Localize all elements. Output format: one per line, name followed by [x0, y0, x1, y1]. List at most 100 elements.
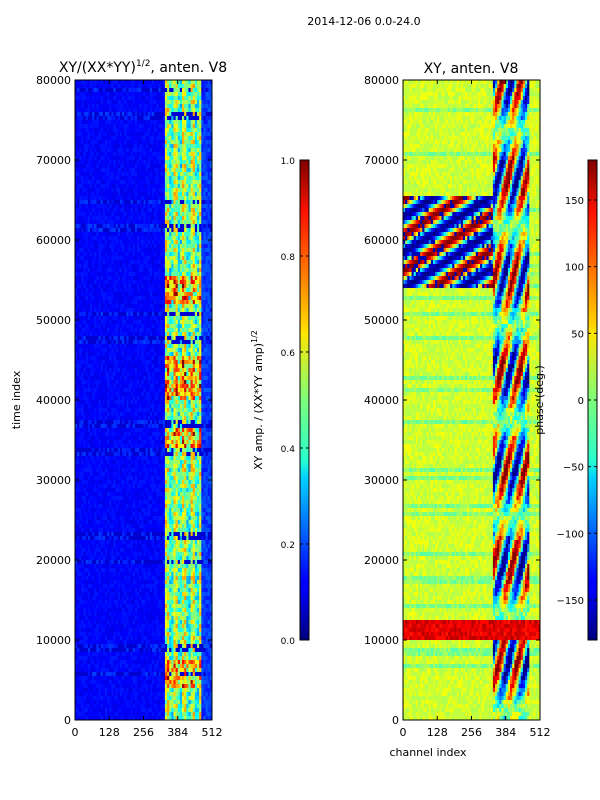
heatmap-cell: [109, 196, 112, 201]
heatmap-cell: [179, 180, 183, 185]
heatmap-cell: [104, 144, 108, 149]
heatmap-cell: [179, 92, 183, 97]
heatmap-cell: [182, 360, 185, 365]
heatmap-cell: [115, 268, 119, 273]
heatmap-cell: [154, 156, 157, 161]
heatmap-cell: [186, 128, 189, 133]
heatmap-cell: [117, 232, 121, 237]
heatmap-cell: [158, 124, 161, 129]
heatmap-cell: [152, 272, 155, 277]
heatmap-cell: [98, 140, 101, 145]
heatmap-cell: [77, 292, 80, 297]
heatmap-cell: [182, 128, 185, 133]
heatmap-cell: [205, 316, 209, 321]
heatmap-cell: [87, 288, 91, 293]
heatmap-cell: [154, 316, 157, 321]
heatmap-cell: [143, 84, 146, 89]
heatmap-cell: [117, 296, 121, 301]
heatmap-cell: [87, 168, 91, 173]
heatmap-cell: [162, 140, 166, 145]
heatmap-cell: [132, 220, 136, 225]
heatmap-cell: [137, 288, 140, 293]
heatmap-cell: [184, 356, 187, 361]
heatmap-cell: [164, 112, 168, 117]
heatmap-cell: [182, 272, 185, 277]
heatmap-cell: [94, 164, 97, 169]
heatmap-cell: [117, 272, 121, 277]
heatmap-cell: [119, 312, 123, 317]
heatmap-cell: [199, 116, 202, 121]
heatmap-cell: [182, 244, 185, 249]
heatmap-cell: [201, 176, 204, 181]
heatmap-cell: [122, 212, 125, 217]
heatmap-cell: [85, 268, 89, 273]
heatmap-cell: [160, 144, 164, 149]
heatmap-cell: [111, 292, 114, 297]
heatmap-cell: [158, 196, 161, 201]
heatmap-cell: [126, 364, 129, 369]
heatmap-cell: [85, 272, 89, 277]
heatmap-cell: [190, 216, 194, 221]
heatmap-cell: [160, 308, 164, 313]
heatmap-cell: [89, 184, 93, 189]
heatmap-cell: [89, 136, 93, 141]
heatmap-cell: [149, 92, 153, 97]
heatmap-cell: [119, 100, 123, 105]
heatmap-cell: [197, 164, 200, 169]
heatmap-cell: [194, 204, 198, 209]
heatmap-cell: [182, 324, 185, 329]
heatmap-cell: [203, 380, 206, 385]
heatmap-cell: [141, 116, 144, 121]
heatmap-cell: [188, 116, 191, 121]
heatmap-cell: [77, 300, 80, 305]
heatmap-cell: [179, 88, 183, 93]
heatmap-cell: [130, 236, 134, 241]
heatmap-cell: [197, 140, 200, 145]
heatmap-cell: [158, 176, 161, 181]
heatmap-cell: [167, 208, 170, 213]
heatmap-cell: [149, 336, 153, 341]
heatmap-cell: [188, 232, 191, 237]
heatmap-cell: [171, 244, 174, 249]
heatmap-cell: [199, 308, 202, 313]
heatmap-cell: [104, 340, 108, 345]
heatmap-cell: [160, 340, 164, 345]
heatmap-cell: [115, 348, 119, 353]
heatmap-cell: [130, 300, 134, 305]
heatmap-cell: [122, 312, 125, 317]
heatmap-cell: [154, 372, 157, 377]
heatmap-cell: [199, 256, 202, 261]
heatmap-cell: [126, 88, 129, 93]
heatmap-cell: [147, 208, 151, 213]
heatmap-cell: [205, 376, 209, 381]
heatmap-cell: [75, 288, 78, 293]
heatmap-cell: [175, 376, 179, 381]
heatmap-cell: [205, 80, 209, 85]
heatmap-cell: [190, 124, 194, 129]
heatmap-cell: [143, 328, 146, 333]
figure-suptitle: 2014-12-06 0.0-24.0: [307, 15, 420, 28]
heatmap-cell: [205, 364, 209, 369]
heatmap-cell: [122, 332, 125, 337]
heatmap-cell: [164, 84, 168, 89]
heatmap-cell: [160, 296, 164, 301]
heatmap-cell: [209, 160, 213, 165]
heatmap-cell: [132, 140, 136, 145]
heatmap-cell: [209, 136, 213, 141]
heatmap-cell: [102, 304, 106, 309]
heatmap-cell: [186, 340, 189, 345]
heatmap-cell: [194, 100, 198, 105]
heatmap-cell: [158, 356, 161, 361]
heatmap-cell: [75, 120, 78, 125]
heatmap-cell: [98, 96, 101, 101]
heatmap-cell: [177, 136, 181, 141]
heatmap-cell: [77, 180, 80, 185]
heatmap-cell: [177, 144, 181, 149]
heatmap-cell: [149, 188, 153, 193]
heatmap-cell: [164, 132, 168, 137]
heatmap-cell: [158, 324, 161, 329]
heatmap-cell: [173, 148, 176, 153]
heatmap-cell: [109, 300, 112, 305]
heatmap-cell: [83, 360, 87, 365]
heatmap-cell: [102, 176, 106, 181]
